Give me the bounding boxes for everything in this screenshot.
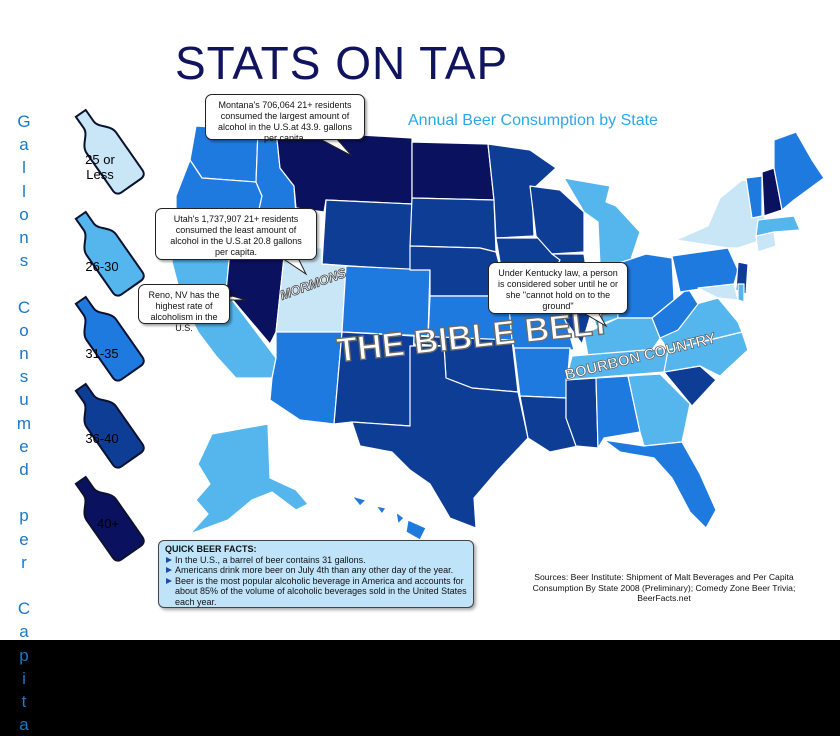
state-vermont [745, 175, 763, 219]
fact-item: In the U.S., a barrel of beer contains 3… [165, 555, 467, 566]
legend-bottles [74, 108, 145, 562]
state-arizona [269, 331, 343, 425]
state-michigan [563, 177, 641, 267]
state-west-virginia [651, 287, 699, 339]
bottle-icon-lvl3 [74, 295, 145, 382]
sources-note: Sources: Beer Institute: Shipment of Mal… [532, 572, 796, 603]
state-wyoming [321, 199, 413, 271]
legend-label-lvl4: 36-40 [85, 431, 119, 446]
utah-callout: Utah's 1,737,907 21+ residents consumed … [155, 208, 317, 260]
state-north-dakota [411, 141, 495, 201]
us-map: MORMONS THE BIBLE BELT BOURBON COUNTRY [171, 125, 825, 541]
fact-item: Beer is the most popular alcoholic bever… [165, 576, 467, 608]
state-alaska [189, 423, 309, 535]
page-title: STATS ON TAP [175, 37, 509, 89]
legend-label-lvl3: 31-35 [85, 346, 119, 361]
state-wisconsin [529, 185, 585, 255]
state-massachusetts [755, 215, 801, 237]
reno-callout: Reno, NV has the highest rate of alcohol… [138, 284, 230, 333]
state-hawaii [351, 495, 427, 541]
fact-item: Americans drink more beer on July 4th th… [165, 565, 467, 576]
montana-callout: Montana's 706,064 21+ residents consumed… [205, 94, 365, 143]
legend-label-lvl1: 25 or Less [85, 152, 115, 182]
state-alabama [595, 375, 641, 449]
kentucky-callout: Under Kentucky law, a person is consider… [488, 262, 628, 314]
state-mississippi [565, 377, 599, 449]
state-pennsylvania [671, 247, 739, 293]
bottle-icon-lvl2 [74, 210, 145, 297]
state-texas [351, 345, 529, 529]
state-arkansas [513, 347, 571, 399]
quick-beer-facts: QUICK BEER FACTS: In the U.S., a barrel … [158, 540, 474, 608]
legend-label-lvl5: 40+ [96, 516, 120, 531]
state-maine [773, 131, 825, 211]
state-florida [603, 439, 717, 529]
state-delaware [737, 283, 745, 303]
facts-header: QUICK BEER FACTS: [165, 544, 257, 554]
bottle-icon-lvl5 [74, 475, 145, 562]
bottle-icon-lvl1 [74, 108, 145, 195]
state-south-dakota [409, 197, 497, 253]
legend-label-lvl2: 26-30 [85, 259, 119, 274]
bottle-icon-lvl4 [74, 382, 145, 469]
map-subtitle: Annual Beer Consumption by State [408, 112, 658, 129]
